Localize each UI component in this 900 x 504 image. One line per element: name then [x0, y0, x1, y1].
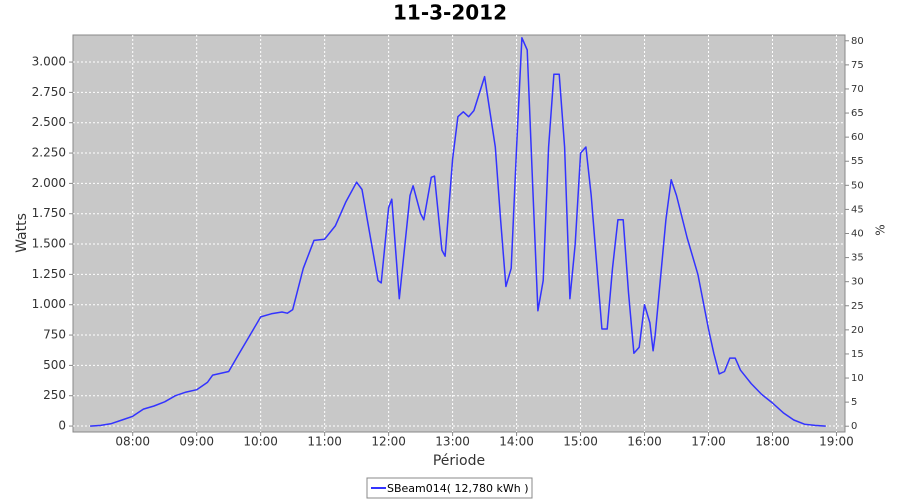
legend: [366, 477, 533, 499]
y2-tick-label: 40: [851, 229, 864, 240]
y-tick-label: 1.000: [32, 297, 66, 311]
y-tick-label: 750: [43, 328, 66, 342]
y2-tick-label: 15: [851, 349, 864, 360]
y-tick-label: 2.500: [32, 115, 66, 129]
data-line: [90, 37, 826, 427]
y-tick-label: 2.250: [32, 146, 66, 160]
y-tick-label: 2.750: [32, 85, 66, 99]
y2-tick-label: 25: [851, 301, 864, 312]
y2-tick-label: 75: [851, 60, 864, 71]
y2-axis-label: %: [874, 224, 888, 235]
x-axis-label: Période: [433, 453, 485, 469]
y2-tick-label: 65: [851, 108, 864, 119]
y2-tick-label: 70: [851, 84, 864, 95]
x-tick-label: 08:00: [115, 435, 150, 449]
y-tick-label: 0: [58, 419, 66, 433]
chart-title: 11-3-2012: [393, 1, 507, 25]
y-tick-label: 3.000: [32, 55, 66, 69]
y-tick-label: 250: [43, 388, 66, 402]
x-tick-label: 12:00: [371, 435, 406, 449]
x-tick-label: 10:00: [243, 435, 278, 449]
x-tick-label: 17:00: [691, 435, 726, 449]
x-tick-label: 16:00: [627, 435, 662, 449]
y2-tick-label: 5: [851, 397, 857, 408]
y-tick-label: 500: [43, 358, 66, 372]
y-axis-label: Watts: [14, 213, 30, 253]
y2-tick-label: 35: [851, 253, 864, 264]
x-tick-label: 13:00: [435, 435, 470, 449]
y-tick-label: 2.000: [32, 176, 66, 190]
x-tick-label: 09:00: [179, 435, 214, 449]
y2-tick-label: 50: [851, 180, 864, 191]
y2-tick-label: 55: [851, 156, 864, 167]
plot-area: [72, 34, 846, 433]
x-tick-label: 15:00: [563, 435, 598, 449]
y2-tick-label: 10: [851, 373, 864, 384]
y2-tick-label: 60: [851, 132, 864, 143]
y-tick-label: 1.500: [32, 237, 66, 251]
x-tick-label: 11:00: [307, 435, 342, 449]
y-tick-label: 1.250: [32, 267, 66, 281]
x-tick-label: 19:00: [819, 435, 854, 449]
x-tick-label: 14:00: [499, 435, 534, 449]
x-tick-label: 18:00: [755, 435, 790, 449]
y2-tick-label: 0: [851, 421, 857, 432]
y2-tick-label: 45: [851, 204, 864, 215]
y2-tick-label: 20: [851, 325, 864, 336]
y2-tick-label: 30: [851, 277, 864, 288]
legend-label: SBeam014( 12,780 kWh ): [387, 482, 529, 495]
y-tick-label: 1.750: [32, 206, 66, 220]
y2-tick-label: 80: [851, 36, 864, 47]
